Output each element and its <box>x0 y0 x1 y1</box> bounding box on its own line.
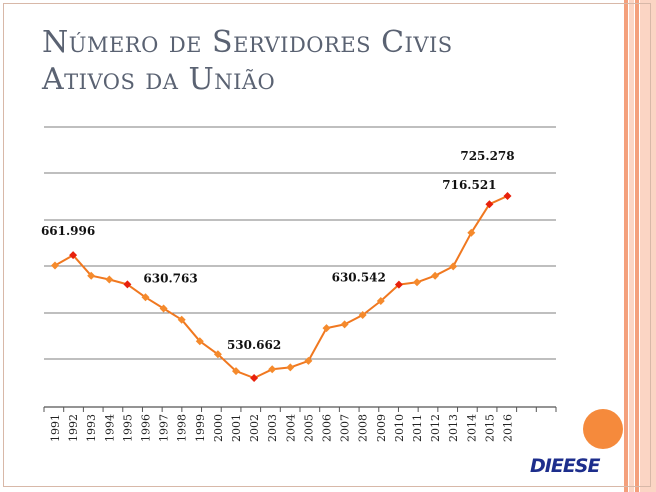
x-tick-label-2013: 2013 <box>447 414 460 442</box>
x-tick-label-2009: 2009 <box>375 414 388 442</box>
x-tick-label-1991: 1991 <box>49 414 62 442</box>
x-tick-label-1999: 1999 <box>194 414 207 442</box>
decor-circle <box>583 409 623 449</box>
data-label-1995: 630.763 <box>143 271 197 285</box>
x-tick-label-1996: 1996 <box>140 414 153 442</box>
data-point-1995 <box>123 280 132 289</box>
x-tick-label-2003: 2003 <box>266 414 279 442</box>
data-point-2015 <box>485 200 494 209</box>
series-line-path <box>54 195 508 379</box>
slide-title-line-2: Ativos da União <box>42 62 276 97</box>
data-label-2002: 530.662 <box>227 338 281 352</box>
data-point-2013 <box>449 262 458 271</box>
series-line <box>54 195 508 379</box>
x-tick-label-1992: 1992 <box>67 414 80 442</box>
data-point-2000 <box>213 350 222 359</box>
data-point-2003 <box>268 365 277 374</box>
data-label-2015: 716.521 <box>442 178 496 192</box>
data-labels: 661.996 630.763 530.662 630.542 716.521 725.2… <box>41 149 515 352</box>
grid-lines <box>43 126 557 412</box>
x-tick-label-2004: 2004 <box>284 414 297 442</box>
x-tick-label-2007: 2007 <box>339 414 352 442</box>
x-tick-label-2005: 2005 <box>302 414 315 442</box>
data-point-1994 <box>105 275 114 284</box>
data-point-2001 <box>232 367 240 376</box>
data-point-1996 <box>141 293 150 302</box>
data-label-2016: 725.278 <box>460 149 514 163</box>
x-tick-label-2012: 2012 <box>429 414 442 442</box>
data-point-2014 <box>467 228 476 237</box>
x-tick-label-1993: 1993 <box>85 414 98 442</box>
data-markers <box>51 192 512 382</box>
x-tick-label-2008: 2008 <box>357 414 370 442</box>
x-tick-label-2010: 2010 <box>393 414 406 442</box>
data-point-2004 <box>286 363 295 372</box>
x-tick-label-2016: 2016 <box>502 414 515 442</box>
slide-border <box>3 3 651 487</box>
x-tick-label-2006: 2006 <box>321 414 334 442</box>
data-point-2012 <box>431 271 440 280</box>
slide-title-line-1: Número de Servidores Civis <box>42 25 453 60</box>
x-tick-labels: 1991 1992 1993 1994 1995 1996 1997 1998 1999 2000… <box>49 414 515 442</box>
data-point-2011 <box>413 278 421 287</box>
data-point-1997 <box>159 304 168 313</box>
data-point-2016 <box>503 192 512 200</box>
x-tick-label-1995: 1995 <box>121 414 134 442</box>
decor-stripe-3 <box>635 0 639 492</box>
x-tick-label-2014: 2014 <box>465 414 478 442</box>
data-point-2006 <box>322 324 331 333</box>
slide-title: Número de Servidores Civis Ativos da Uni… <box>42 24 453 98</box>
data-point-2005 <box>304 356 313 365</box>
x-tick-label-1994: 1994 <box>103 414 116 442</box>
x-tick-label-2002: 2002 <box>248 414 261 442</box>
data-point-1993 <box>87 271 96 280</box>
x-tick-label-2011: 2011 <box>411 414 424 442</box>
x-tick-label-1997: 1997 <box>158 414 171 442</box>
data-point-1991 <box>51 261 59 270</box>
dieese-logo: DIEESE <box>530 455 600 477</box>
decor-stripe-4 <box>640 0 656 492</box>
data-point-2010 <box>394 280 403 289</box>
data-label-2010: 630.542 <box>332 271 386 285</box>
data-label-1992: 661.996 <box>41 224 95 238</box>
data-point-1999 <box>195 337 204 346</box>
data-point-2009 <box>376 296 385 305</box>
data-point-2008 <box>358 311 367 320</box>
x-tick-label-2000: 2000 <box>212 414 225 442</box>
x-tick-label-2015: 2015 <box>483 414 496 442</box>
data-point-2007 <box>340 320 349 329</box>
x-tick-label-2001: 2001 <box>230 414 243 442</box>
decor-stripe-2 <box>629 0 634 492</box>
data-point-1998 <box>177 315 186 324</box>
data-point-2002 <box>250 374 259 382</box>
data-point-1992 <box>69 251 78 260</box>
decor-stripe-1 <box>624 0 628 492</box>
x-tick-label-1998: 1998 <box>176 414 189 442</box>
